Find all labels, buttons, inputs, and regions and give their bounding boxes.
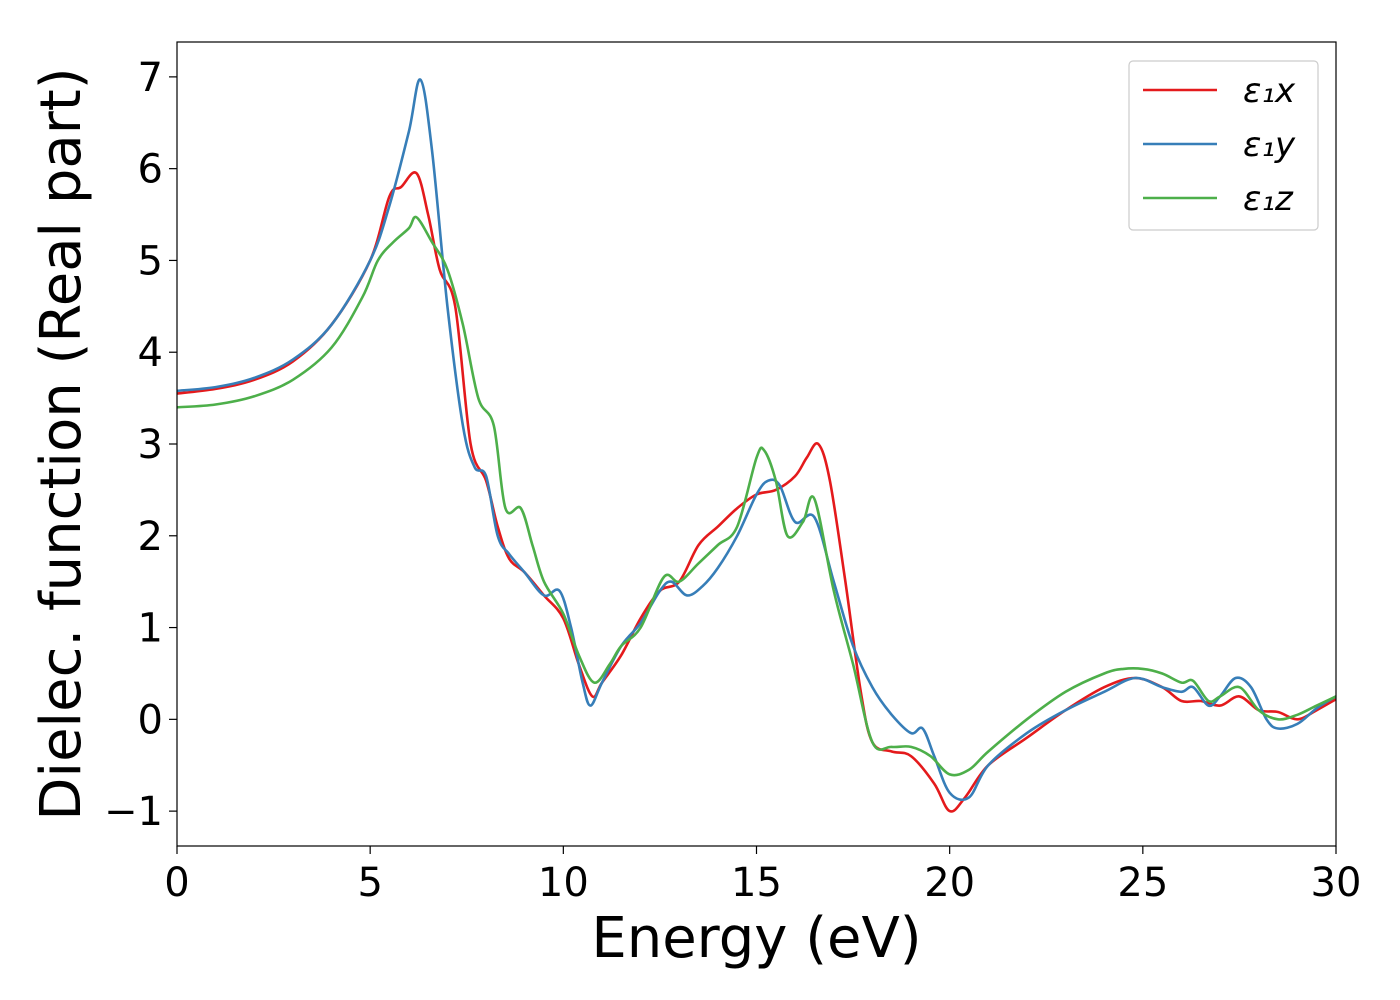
legend: ε₁x ε₁y ε₁z [1128,60,1319,231]
series-line-1 [177,78,1336,802]
x-tick-label: 15 [731,860,782,906]
x-tick-label: 20 [924,860,975,906]
series-layer [177,78,1336,813]
x-tick-label: 0 [164,860,189,906]
legend-box [1128,60,1319,231]
x-tick-label: 10 [538,860,589,906]
y-tick-label: 2 [138,514,163,560]
x-tick-label: 30 [1311,860,1362,906]
y-tick-label: 5 [138,238,163,284]
x-tick-label: 25 [1117,860,1168,906]
y-tick-label: 3 [138,422,163,468]
y-tick-label: 6 [138,147,163,193]
y-tick-label: 7 [138,55,163,101]
y-tick-label: 0 [138,697,163,743]
legend-label: ε₁y [1243,125,1296,165]
x-tick-label: 5 [357,860,382,906]
y-axis: −1 0 1 2 3 4 5 6 7 [104,55,177,835]
series-line-2 [177,215,1336,777]
x-axis: 0 5 10 15 20 25 30 [164,846,1361,906]
y-tick-label: −1 [104,789,163,835]
x-axis-title: Energy (eV) [591,906,921,971]
y-tick-label: 1 [138,606,163,652]
y-tick-label: 4 [138,330,163,376]
legend-label: ε₁z [1243,179,1294,219]
y-axis-title: Dielec. function (Real part) [29,67,94,820]
legend-label: ε₁x [1243,71,1296,111]
